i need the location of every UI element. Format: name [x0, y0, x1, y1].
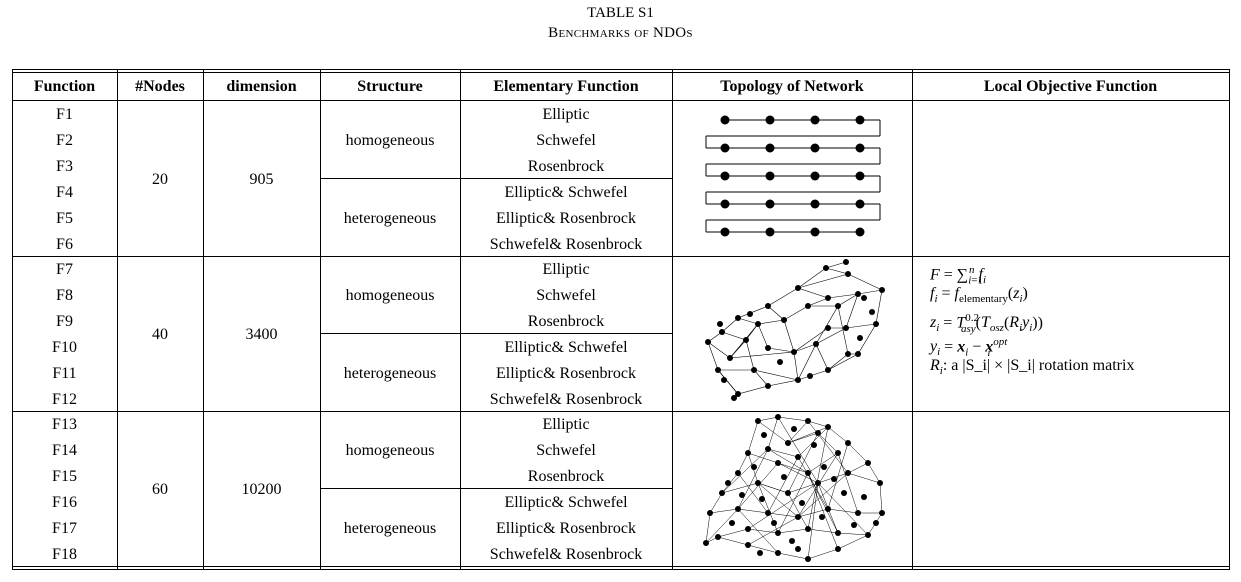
elementary-function: Elliptic	[542, 106, 590, 123]
header-local-objective: Local Objective Function	[983, 78, 1158, 95]
table-label: TABLE S1	[587, 5, 654, 21]
elementary-function: Elliptic& Rosenbrock	[496, 520, 636, 537]
function-name: F2	[56, 132, 73, 149]
function-name: F11	[52, 365, 77, 382]
structure-label: heterogeneous	[343, 520, 437, 537]
function-name: F1	[56, 106, 73, 123]
top-rule-2	[12, 72, 1230, 73]
function-name: F17	[52, 520, 77, 537]
function-name: F7	[56, 261, 73, 278]
dense-network-icon	[703, 414, 885, 562]
structure-label: heterogeneous	[343, 365, 437, 382]
chain-network-icon	[705, 115, 881, 237]
function-name: F3	[56, 158, 73, 175]
header-nodes: #Nodes	[135, 78, 185, 95]
bottom-rule	[12, 566, 1230, 567]
elementary-function: Schwefel	[536, 287, 596, 304]
border-left	[12, 69, 13, 570]
dimension-value: 905	[249, 171, 274, 188]
structure-label: heterogeneous	[343, 210, 437, 227]
function-name: F12	[52, 391, 77, 408]
function-name: F16	[52, 494, 77, 511]
function-name: F6	[56, 236, 73, 253]
rotation-text: : a |S_i| × |S_i| rotation matrix	[942, 357, 1135, 374]
local-objective-formulas: F = ∑i=1n fi fi = felementary(zi) zi = T…	[930, 258, 1134, 378]
elementary-function: Elliptic	[542, 261, 590, 278]
split-rule-1	[320, 178, 672, 179]
function-name: F13	[52, 416, 77, 433]
border-right	[1229, 69, 1230, 570]
col-sep	[203, 69, 204, 570]
node-count: 20	[152, 171, 168, 188]
formula-sum: F = ∑i=1n fi	[930, 264, 987, 287]
elementary-function: Schwefel& Rosenbrock	[489, 236, 643, 253]
elementary-function: Schwefel	[536, 442, 596, 459]
bottom-rule-2	[12, 569, 1230, 570]
elementary-function: Schwefel& Rosenbrock	[489, 546, 643, 563]
function-name: F15	[52, 468, 77, 485]
formula-ri: Ri: a |S_i| × |S_i| rotation matrix	[930, 357, 1135, 378]
elementary-function: Elliptic& Rosenbrock	[496, 210, 636, 227]
elementary-function: Schwefel& Rosenbrock	[489, 391, 643, 408]
function-name: F18	[52, 546, 77, 563]
elementary-function: Rosenbrock	[527, 468, 605, 485]
elementary-function: Elliptic& Schwefel	[504, 339, 628, 356]
elementary-subscript: elementary	[959, 293, 1008, 306]
function-name: F4	[56, 184, 73, 201]
header-elementary: Elementary Function	[493, 78, 639, 95]
elementary-function: Elliptic& Schwefel	[504, 494, 628, 511]
elementary-function: Elliptic	[542, 416, 590, 433]
dimension-value: 10200	[241, 481, 282, 498]
structure-label: homogeneous	[345, 442, 435, 459]
group-rule-2	[12, 411, 1230, 412]
header-function: Function	[33, 78, 96, 95]
function-name: F5	[56, 210, 73, 227]
elementary-function: Elliptic& Schwefel	[504, 184, 628, 201]
function-name: F10	[52, 339, 77, 356]
table-title: Benchmarks of NDOs	[548, 25, 693, 41]
formula-fi: fi = felementary(zi)	[930, 285, 1028, 306]
dimension-value: 3400	[245, 326, 278, 343]
split-rule-3	[320, 488, 672, 489]
function-name: F14	[52, 442, 77, 459]
col-sep	[672, 69, 673, 570]
top-rule	[12, 69, 1230, 70]
col-sep	[320, 69, 321, 570]
formula-yi: yi = xi − xopti	[930, 336, 1008, 359]
header-rule	[12, 100, 1230, 101]
group-rule-1	[12, 256, 1230, 257]
header-dimension: dimension	[226, 78, 297, 95]
random-network-icon	[705, 259, 885, 401]
header-structure: Structure	[357, 78, 423, 95]
function-name: F8	[56, 287, 73, 304]
structure-label: homogeneous	[345, 132, 435, 149]
elementary-function: Elliptic& Rosenbrock	[496, 365, 636, 382]
elementary-function: Rosenbrock	[527, 158, 605, 175]
formula-zi: zi = T0.2asy(Tosz(Riyi))	[930, 312, 1043, 335]
node-count: 60	[152, 481, 168, 498]
col-sep	[117, 69, 118, 570]
node-count: 40	[152, 326, 168, 343]
function-name: F9	[56, 313, 73, 330]
col-sep	[460, 69, 461, 570]
elementary-function: Schwefel	[536, 132, 596, 149]
split-rule-2	[320, 333, 672, 334]
col-sep	[912, 69, 913, 570]
structure-label: homogeneous	[345, 287, 435, 304]
header-topology: Topology of Network	[720, 78, 864, 95]
elementary-function: Rosenbrock	[527, 313, 605, 330]
